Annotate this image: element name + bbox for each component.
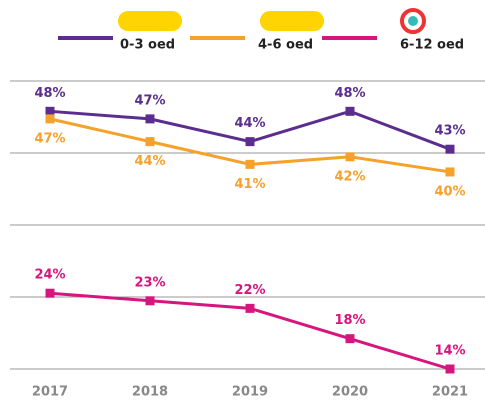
data-label: 48% — [34, 86, 65, 101]
legend-label: 4-6 oed — [258, 38, 313, 53]
marker — [145, 137, 155, 147]
marker — [245, 159, 255, 169]
marker — [145, 114, 155, 124]
marker — [445, 167, 455, 177]
data-label: 43% — [434, 124, 465, 139]
data-label: 24% — [34, 268, 65, 283]
marker — [445, 364, 455, 374]
x-tick-label: 2017 — [32, 385, 68, 400]
x-tick-label: 2019 — [232, 385, 268, 400]
x-tick-label: 2018 — [132, 385, 168, 400]
data-label: 22% — [234, 283, 265, 298]
legend-label: 6-12 oed — [400, 38, 464, 53]
marker — [45, 288, 55, 298]
data-label: 44% — [234, 116, 265, 131]
data-label: 42% — [334, 169, 365, 184]
marker — [345, 334, 355, 344]
marker — [45, 106, 55, 116]
x-tick-label: 2021 — [432, 385, 468, 400]
x-tick-label: 2020 — [332, 385, 368, 400]
marker — [345, 106, 355, 116]
data-label: 47% — [134, 93, 165, 108]
logo-cbeebies — [118, 11, 324, 31]
data-label: 41% — [234, 177, 265, 192]
data-label: 40% — [434, 184, 465, 199]
logo-cbbc — [400, 8, 426, 34]
data-label: 18% — [334, 313, 365, 328]
data-label: 44% — [134, 154, 165, 169]
legend-label: 0-3 oed — [120, 38, 175, 53]
marker — [45, 114, 55, 124]
data-label: 14% — [434, 344, 465, 359]
marker — [145, 296, 155, 306]
marker — [245, 303, 255, 313]
data-label: 47% — [34, 131, 65, 146]
data-label: 48% — [334, 86, 365, 101]
marker — [345, 152, 355, 162]
marker — [245, 137, 255, 147]
marker — [445, 144, 455, 154]
data-label: 23% — [134, 275, 165, 290]
